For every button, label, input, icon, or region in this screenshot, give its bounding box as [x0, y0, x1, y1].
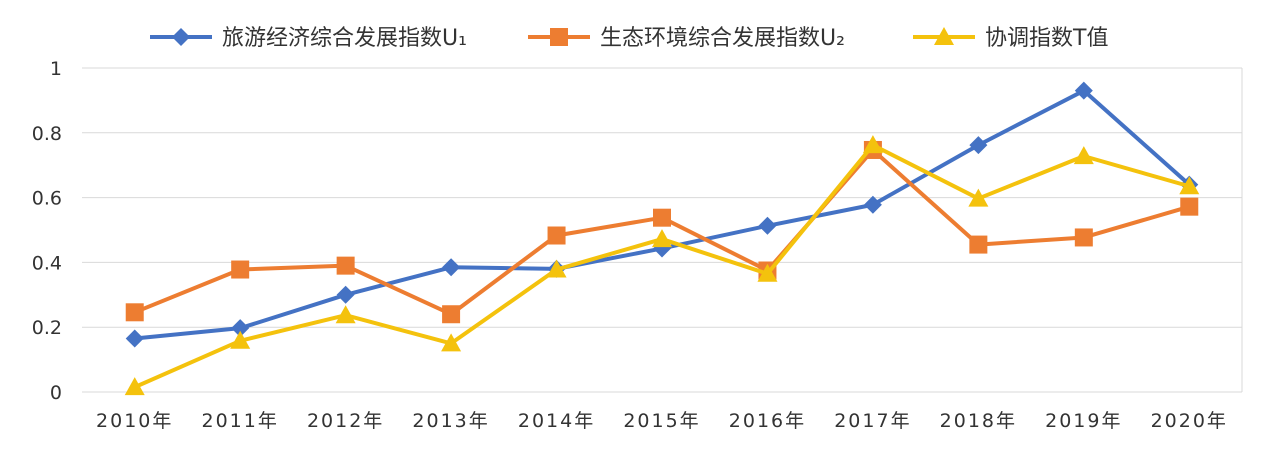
data-point: [1179, 176, 1200, 195]
data-point: [442, 258, 461, 277]
legend-marker: [934, 27, 954, 45]
data-point: [757, 263, 778, 282]
data-point: [1180, 197, 1199, 216]
legend: 旅游经济综合发展指数U₁ 生态环境综合发展指数U₂ 协调指数T值: [150, 26, 1108, 51]
legend-marker: [172, 28, 190, 46]
data-point: [336, 285, 355, 304]
x-tick-label: 2019年: [1045, 410, 1122, 432]
data-point: [863, 195, 882, 214]
legend-item-2: 生态环境综合发展指数U₂: [528, 26, 845, 51]
data-point: [335, 305, 356, 324]
legend-label: 生态环境综合发展指数U₂: [600, 26, 845, 51]
y-tick-label: 0: [50, 382, 62, 404]
data-point: [653, 208, 671, 227]
y-axis-ticks: 0 0.2 0.4 0.6 0.8 1: [32, 58, 62, 404]
y-tick-label: 0.6: [32, 188, 62, 210]
data-point: [862, 135, 883, 154]
y-tick-label: 1: [50, 58, 62, 80]
x-tick-label: 2014年: [518, 410, 595, 432]
data-point: [968, 188, 989, 207]
data-point: [969, 136, 988, 155]
data-point: [652, 229, 672, 248]
series-group: [124, 81, 1200, 396]
data-point: [1074, 81, 1093, 100]
data-point: [124, 377, 145, 396]
x-tick-label: 2011年: [202, 410, 279, 432]
x-tick-label: 2016年: [729, 410, 806, 432]
series-1: [125, 81, 1199, 348]
x-tick-label: 2017年: [834, 410, 911, 432]
data-point: [125, 303, 144, 322]
data-point: [230, 330, 251, 349]
data-point: [547, 226, 566, 245]
x-tick-label: 2013年: [412, 410, 489, 432]
data-point: [969, 235, 988, 254]
x-tick-label: 2015年: [623, 410, 700, 432]
series-3: [124, 135, 1200, 396]
x-tick-label: 2020年: [1151, 410, 1228, 432]
data-point: [125, 329, 144, 348]
legend-item-1: 旅游经济综合发展指数U₁: [150, 26, 467, 51]
data-point: [231, 319, 250, 338]
data-point: [758, 216, 777, 235]
y-tick-label: 0.8: [32, 123, 62, 145]
data-point: [1074, 228, 1093, 247]
legend-item-3: 协调指数T值: [913, 26, 1108, 51]
legend-marker: [550, 28, 568, 46]
data-point: [441, 333, 462, 352]
gridlines: [82, 67, 1243, 393]
legend-label: 旅游经济综合发展指数U₁: [222, 26, 467, 51]
x-axis-ticks: 2010年 2011年 2012年 2013年 2014年 2015年 2016年 2017年…: [96, 410, 1228, 432]
y-tick-label: 0.4: [32, 252, 62, 274]
x-tick-label: 2018年: [940, 410, 1017, 432]
data-point: [1073, 146, 1094, 165]
x-tick-label: 2012年: [307, 410, 384, 432]
x-tick-label: 2010年: [96, 410, 173, 432]
y-tick-label: 0.2: [32, 317, 62, 339]
data-point: [442, 305, 461, 324]
data-point: [231, 260, 250, 279]
data-point: [336, 256, 355, 275]
legend-label: 协调指数T值: [985, 26, 1108, 51]
data-point: [546, 259, 567, 278]
